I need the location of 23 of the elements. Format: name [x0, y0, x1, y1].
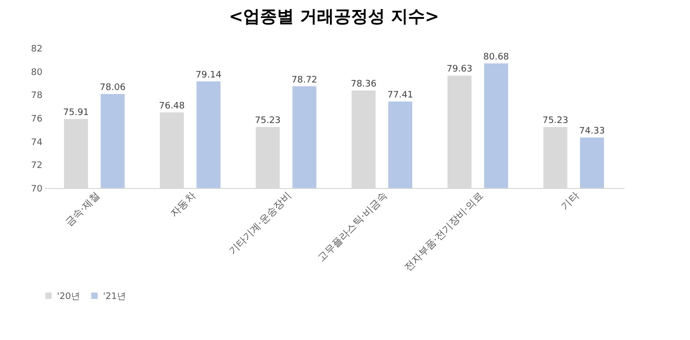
y-tick-label: 70	[31, 184, 43, 194]
legend-label: '20년	[57, 292, 80, 302]
data-label: 78.36	[350, 79, 377, 90]
data-label: 79.14	[196, 70, 222, 80]
data-label: 77.41	[387, 90, 414, 101]
y-tick-label: 82	[31, 44, 42, 54]
y-tick-label: 76	[31, 114, 43, 124]
y-tick-label: 74	[31, 138, 43, 148]
data-label: 78.72	[292, 75, 318, 86]
data-label: 79.63	[446, 64, 472, 75]
y-tick-label: 78	[31, 91, 43, 102]
y-tick-label: 80	[31, 68, 43, 78]
chart-title: <업종별 거래공정성 지수>	[228, 7, 440, 27]
x-tick-label: 기타	[560, 190, 582, 212]
data-label: 80.68	[483, 52, 510, 62]
data-label: 74.33	[579, 126, 605, 136]
data-label: 75.23	[542, 116, 568, 126]
legend-label: '21년	[103, 292, 126, 302]
data-label: 75.23	[254, 116, 281, 126]
data-label: 78.06	[100, 82, 126, 93]
data-label: 76.48	[158, 101, 186, 112]
y-tick-label: 72	[31, 161, 42, 172]
data-label: 75.91	[63, 108, 89, 118]
